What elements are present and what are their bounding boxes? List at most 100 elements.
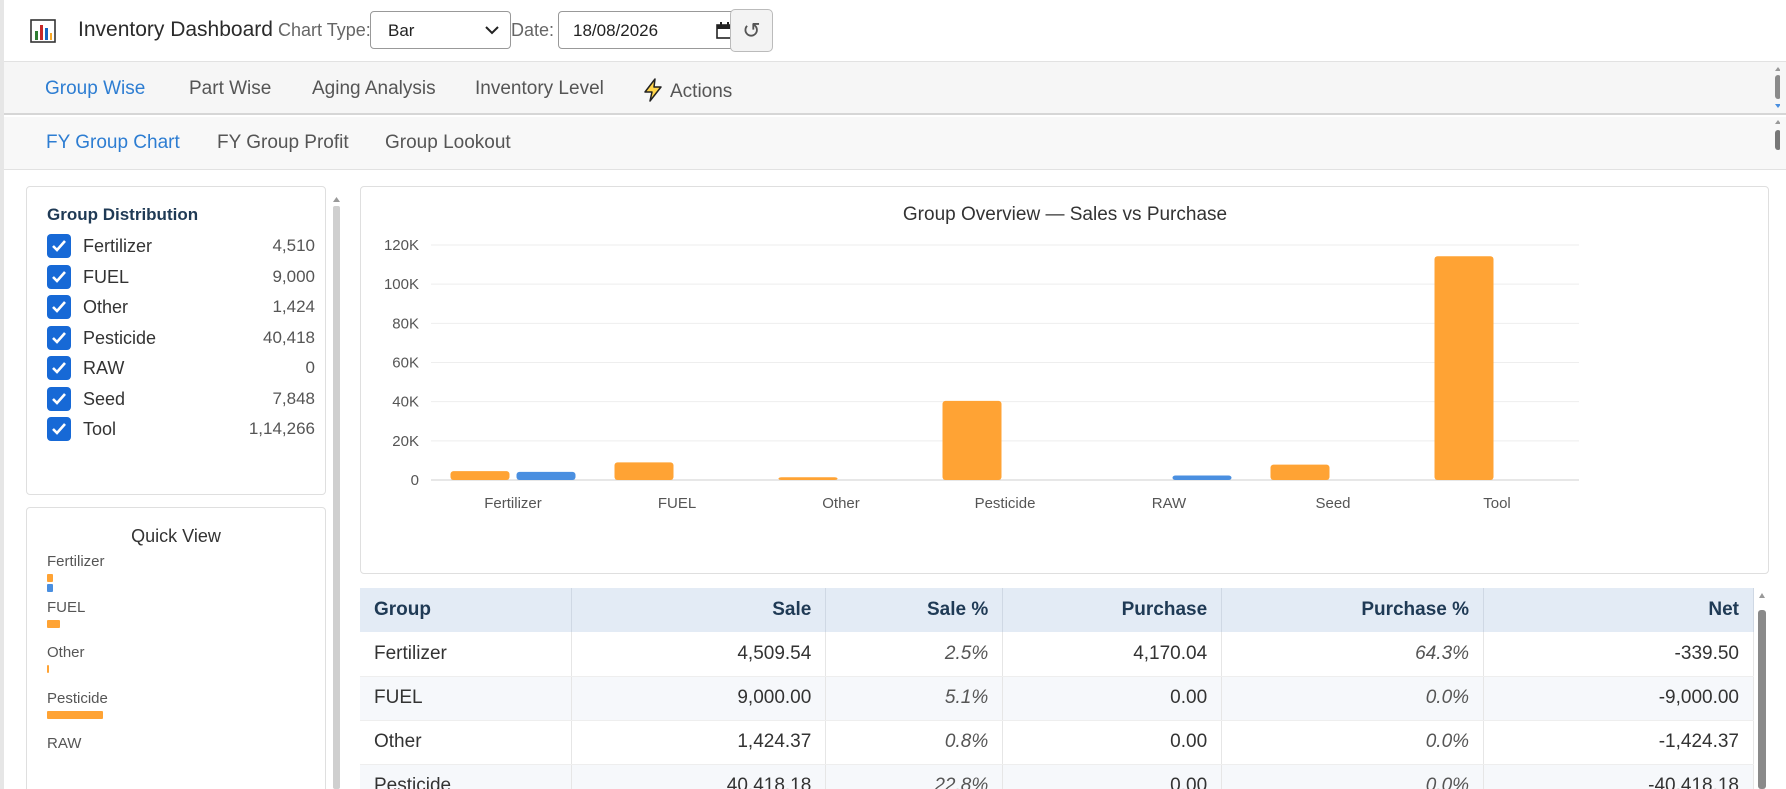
bar-sale[interactable] xyxy=(778,477,838,480)
cell-sale: 1,424.37 xyxy=(571,720,827,765)
cell-group: Other xyxy=(360,720,573,765)
quick-view-label: FUEL xyxy=(47,598,86,616)
refresh-button[interactable]: ↺ xyxy=(730,9,773,52)
bar-sale[interactable] xyxy=(450,471,510,480)
table-row[interactable]: FUEL 9,000.00 5.1% 0.00 0.0% -9,000.00 xyxy=(360,676,1754,721)
column-header-sale-percent[interactable]: Sale % xyxy=(825,588,1004,632)
bolt-icon xyxy=(644,78,662,102)
cell-purchase: 0.00 xyxy=(1002,676,1223,721)
y-tick-label: 100K xyxy=(384,276,419,293)
group-name: RAW xyxy=(83,358,125,378)
group-checkbox[interactable] xyxy=(47,295,71,319)
tab-part-wise[interactable]: Part Wise xyxy=(189,78,272,99)
quick-view-label: Pesticide xyxy=(47,689,108,707)
group-checkbox[interactable] xyxy=(47,325,71,350)
group-value: 1,14,266 xyxy=(248,419,315,438)
group-value: 9,000 xyxy=(272,266,315,286)
group-name: Seed xyxy=(83,388,126,409)
quick-view-label: Other xyxy=(47,644,85,661)
table-row[interactable]: Pesticide 40,418.18 22.8% 0.00 0.0% -40,418.1… xyxy=(360,764,1754,789)
group-checkbox[interactable] xyxy=(47,264,71,289)
column-header-purchase[interactable]: Purchase xyxy=(1002,588,1223,632)
tab-aging-analysis[interactable]: Aging Analysis xyxy=(312,78,436,99)
group-checkbox[interactable] xyxy=(47,356,71,380)
tab-group-lookout[interactable]: Group Lookout xyxy=(385,132,511,153)
table-row[interactable]: Fertilizer 4,509.54 2.5% 4,170.04 64.3% -339.… xyxy=(360,632,1754,677)
group-row[interactable]: Other 1,424 xyxy=(47,295,315,321)
cell-sale-percent: 2.5% xyxy=(825,632,1004,677)
table-row[interactable]: Other 1,424.37 0.8% 0.00 0.0% -1,424.37 xyxy=(360,720,1754,765)
group-row[interactable]: Seed 7,848 xyxy=(47,386,315,413)
group-checkbox[interactable] xyxy=(47,234,71,258)
chart-title: Group Overview — Sales vs Purchase xyxy=(903,204,1227,225)
main-tabs: Group Wise Part Wise Aging Analysis Inve… xyxy=(4,61,1786,115)
checkmark-icon xyxy=(52,270,66,283)
column-header-net[interactable]: Net xyxy=(1483,588,1754,632)
bar-sale[interactable] xyxy=(1270,464,1330,480)
group-name: Pesticide xyxy=(83,327,157,348)
tab-fy-group-chart[interactable]: FY Group Chart xyxy=(46,132,180,153)
cell-purchase: 4,170.04 xyxy=(1002,632,1223,677)
tab-actions-label: Actions xyxy=(670,81,733,102)
app-title: Inventory Dashboard xyxy=(78,18,273,41)
subtabs-scrollbar[interactable] xyxy=(1774,119,1780,161)
cell-purchase-percent: 0.0% xyxy=(1221,764,1485,789)
date-input[interactable]: 18/08/2026 xyxy=(558,11,746,49)
tab-fy-group-profit[interactable]: FY Group Profit xyxy=(217,132,349,153)
group-row[interactable]: Pesticide 40,418 xyxy=(47,325,315,352)
group-checkbox[interactable] xyxy=(47,386,71,411)
bar-sale[interactable] xyxy=(614,462,674,480)
tab-actions[interactable]: Actions xyxy=(642,78,732,103)
group-name: Fertilizer xyxy=(83,236,153,256)
checkmark-icon xyxy=(52,331,66,344)
cell-net: -1,424.37 xyxy=(1483,720,1754,765)
checkmark-icon xyxy=(52,362,66,374)
cell-sale-percent: 5.1% xyxy=(825,676,1004,721)
cell-purchase-percent: 0.0% xyxy=(1221,676,1485,721)
checkmark-icon xyxy=(52,301,66,313)
group-checkbox[interactable] xyxy=(47,417,71,441)
table-scrollbar[interactable] xyxy=(1756,592,1768,789)
quick-view-label: Fertilizer xyxy=(47,553,105,570)
y-tick-label: 40K xyxy=(392,394,419,411)
group-distribution-title: Group Distribution xyxy=(47,205,199,224)
x-tick-label: RAW xyxy=(1152,495,1187,512)
top-toolbar: Inventory Dashboard Chart Type: Bar Date… xyxy=(4,0,1786,61)
column-header-group[interactable]: Group xyxy=(360,588,573,632)
bar-purchase[interactable] xyxy=(1172,475,1232,480)
tabs-scrollbar[interactable] xyxy=(1774,66,1780,110)
group-value: 0 xyxy=(305,358,315,377)
group-row[interactable]: Tool 1,14,266 xyxy=(47,417,315,443)
group-name: FUEL xyxy=(83,266,130,287)
chart-type-value: Bar xyxy=(388,21,415,40)
chart-type-select[interactable]: Bar xyxy=(370,11,511,49)
quick-view-sale-bar xyxy=(47,710,103,719)
checkmark-icon xyxy=(52,423,66,435)
sub-tabs: FY Group Chart FY Group Profit Group Loo… xyxy=(4,117,1786,170)
group-value: 1,424 xyxy=(272,297,315,316)
quick-view-sale-bar xyxy=(47,619,60,628)
cell-net: -339.50 xyxy=(1483,632,1754,677)
quick-view-item: Other xyxy=(47,644,307,673)
column-header-sale[interactable]: Sale xyxy=(571,588,827,632)
y-tick-label: 120K xyxy=(384,237,419,254)
quick-view-item: FUEL xyxy=(47,599,307,628)
bar-sale[interactable] xyxy=(942,400,1002,480)
tab-group-wise[interactable]: Group Wise xyxy=(45,78,146,99)
x-tick-label: Fertilizer xyxy=(484,495,542,512)
x-tick-label: Tool xyxy=(1483,495,1511,512)
column-header-purchase-percent[interactable]: Purchase % xyxy=(1221,588,1485,632)
quick-view-item: Fertilizer xyxy=(47,553,307,592)
bar-purchase[interactable] xyxy=(516,471,576,480)
tab-inventory-level[interactable]: Inventory Level xyxy=(475,78,604,99)
quick-view-sale-bar xyxy=(47,574,53,582)
group-table: Group Sale Sale % Purchase Purchase % Ne… xyxy=(360,588,1754,789)
group-row[interactable]: RAW 0 xyxy=(47,356,315,382)
x-tick-label: FUEL xyxy=(658,495,696,512)
quick-view-item: Pesticide xyxy=(47,690,307,719)
group-row[interactable]: Fertilizer 4,510 xyxy=(47,234,315,260)
bar-sale[interactable] xyxy=(1434,256,1494,480)
quick-view-item: RAW xyxy=(47,735,307,752)
group-row[interactable]: FUEL 9,000 xyxy=(47,264,315,291)
left-panel-scrollbar[interactable] xyxy=(332,196,341,789)
